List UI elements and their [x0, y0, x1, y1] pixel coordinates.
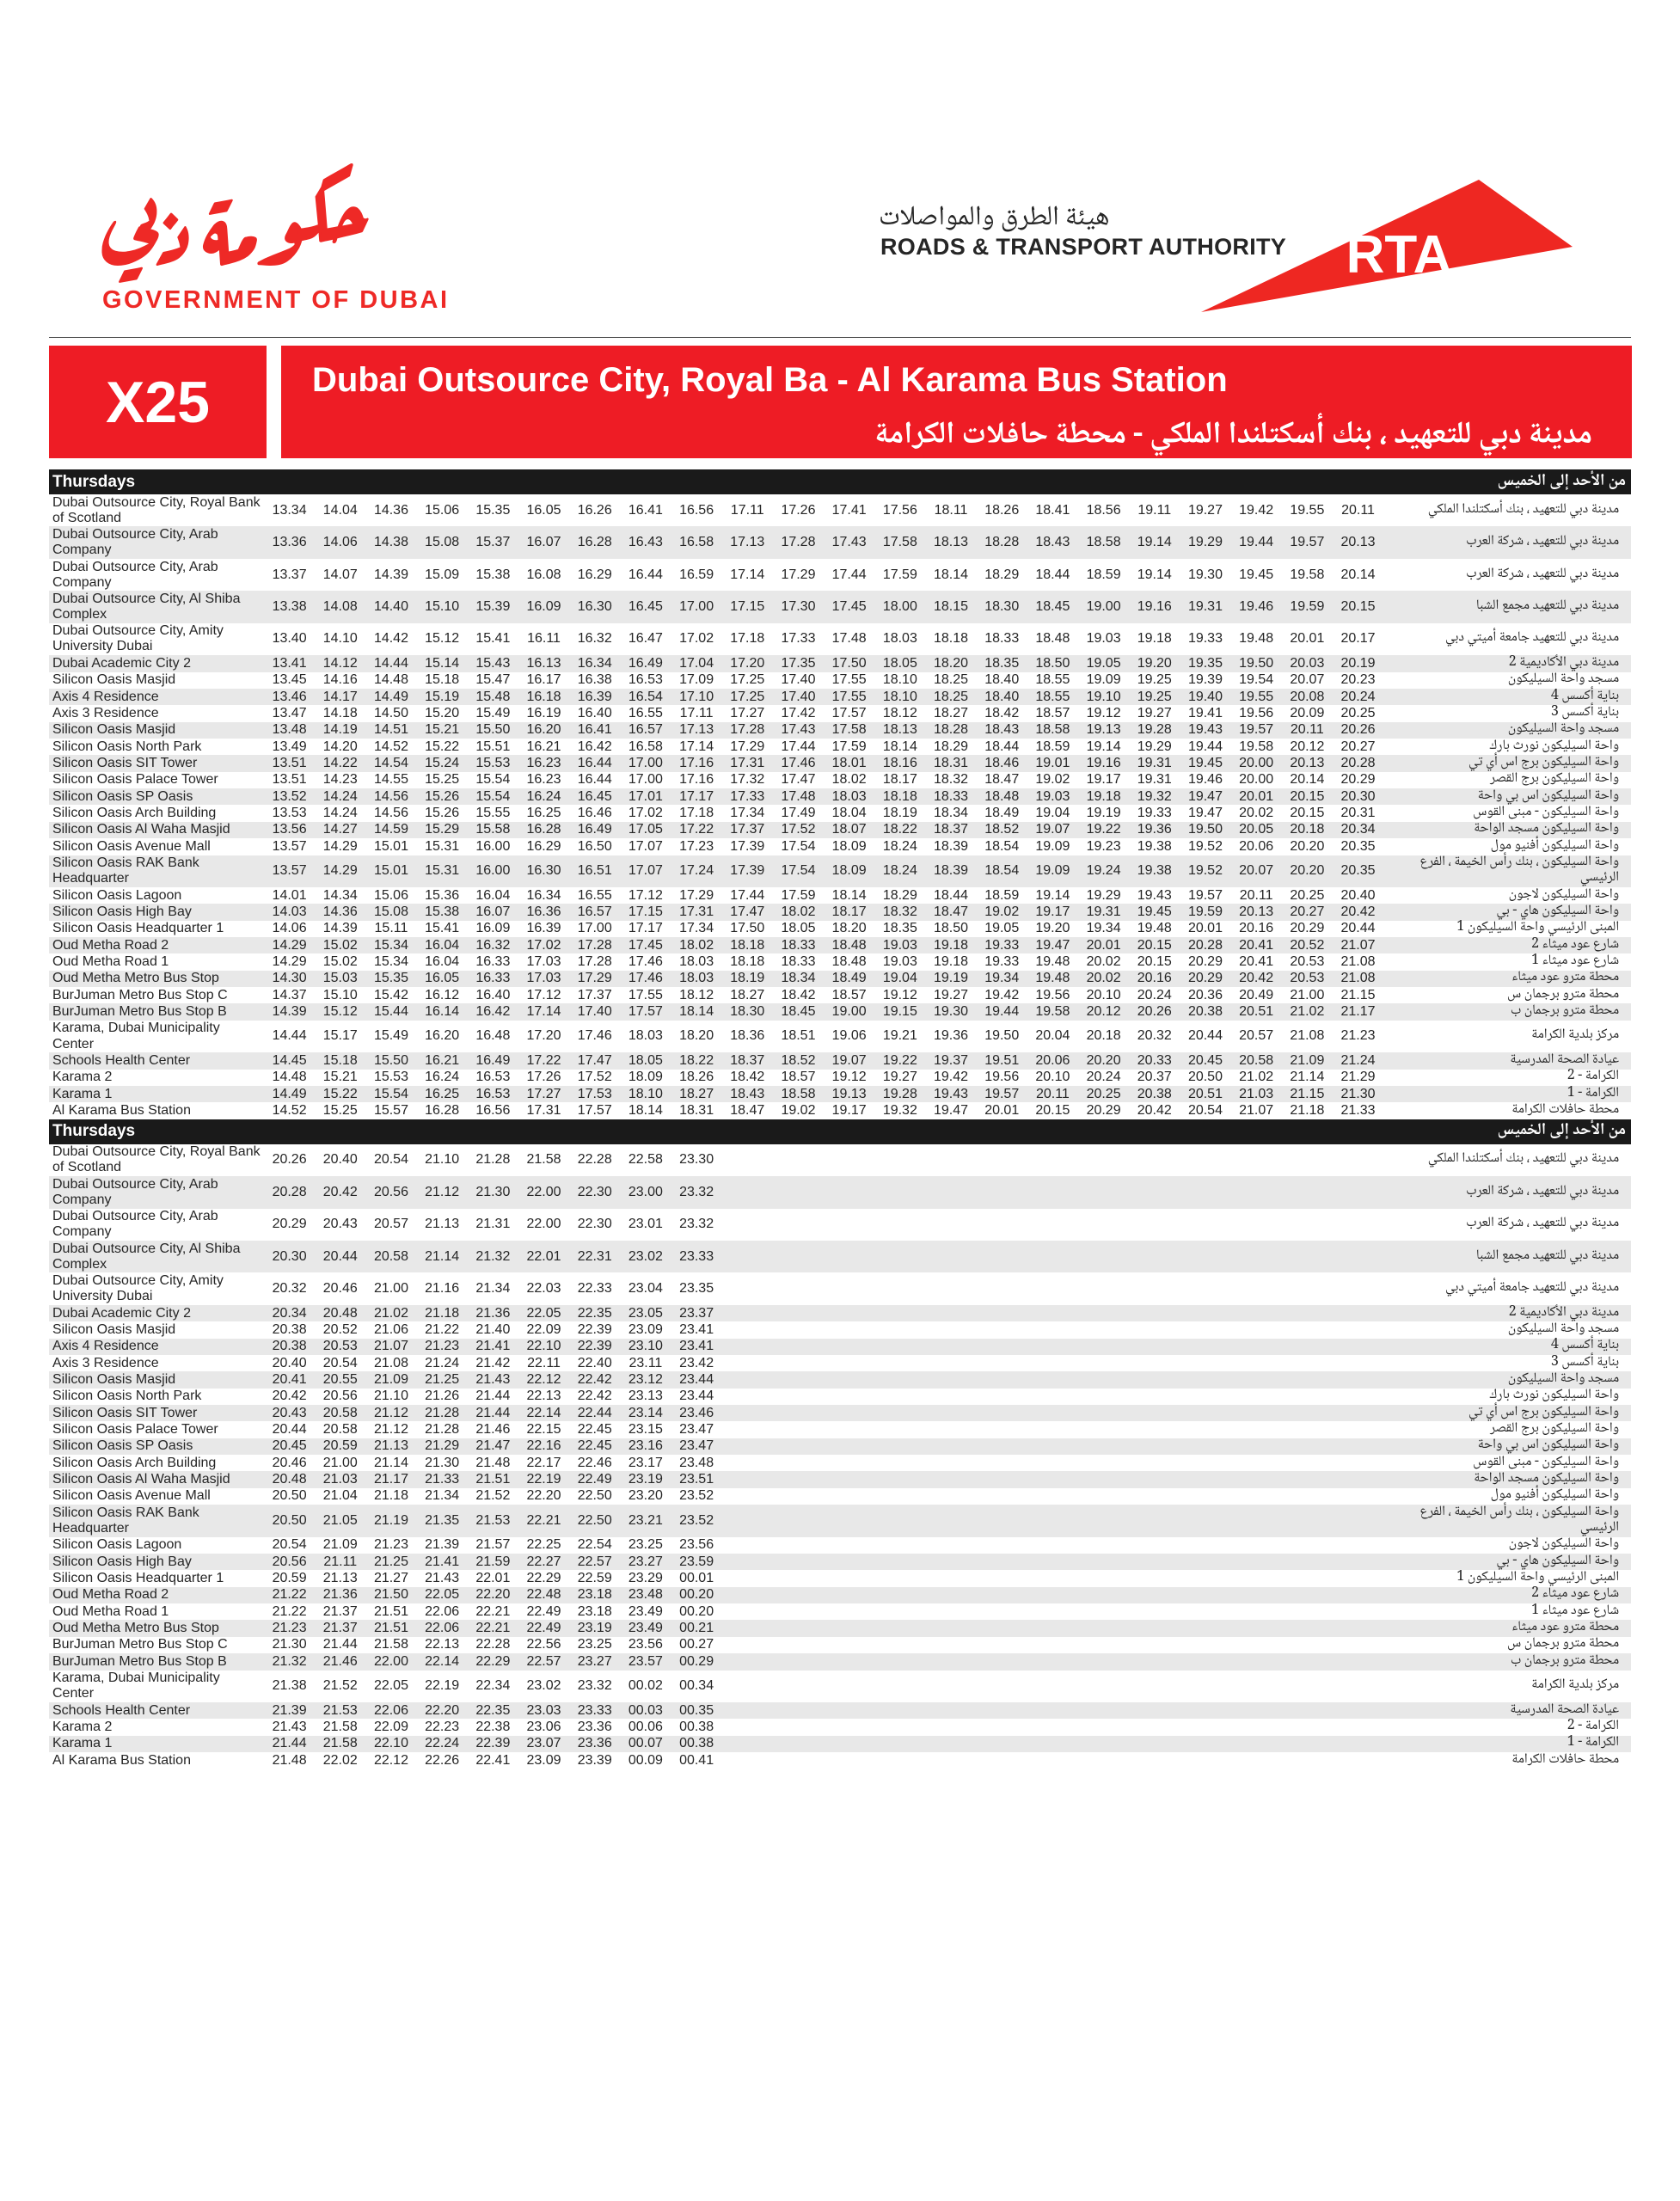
svg-text:RTA: RTA: [1346, 225, 1452, 285]
